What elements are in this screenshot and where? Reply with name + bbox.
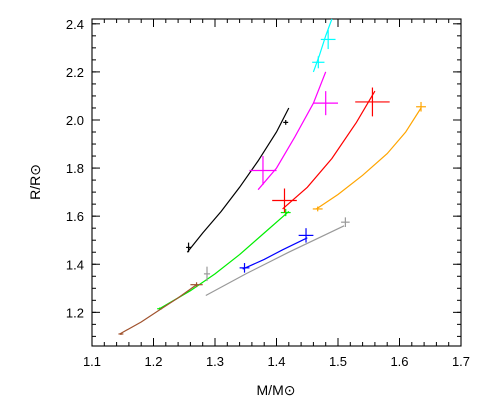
tick-labels: 1.1 1.2 1.3 1.4 1.5 1.6 1.7 1.2 1.4 1.6 1.8 2.0 2.2 2… xyxy=(66,17,470,369)
plot-frame xyxy=(91,18,462,347)
series-line-3 xyxy=(242,237,308,270)
x-tick-label: 1.5 xyxy=(329,354,347,369)
series-line-0 xyxy=(186,107,290,253)
series-line-7 xyxy=(316,107,422,210)
y-tick-label: 2.2 xyxy=(66,65,84,80)
series-line-8 xyxy=(312,18,333,73)
x-tick-label: 1.3 xyxy=(206,354,224,369)
y-tick-label: 1.4 xyxy=(66,257,84,272)
series-line-5 xyxy=(257,71,327,191)
x-axis-label: M/M⊙ xyxy=(257,382,296,398)
y-tick-label: 1.2 xyxy=(66,305,84,320)
y-tick-label: 1.8 xyxy=(66,161,84,176)
series-line-1 xyxy=(159,210,290,310)
x-tick-label: 1.6 xyxy=(390,354,408,369)
series-layer xyxy=(118,18,426,335)
x-tick-label: 1.7 xyxy=(452,354,470,369)
x-tick-label: 1.1 xyxy=(83,354,101,369)
y-tick-label: 2.0 xyxy=(66,113,84,128)
x-tick-label: 1.2 xyxy=(144,354,162,369)
x-tick-label: 1.4 xyxy=(267,354,285,369)
y-tick-label: 1.6 xyxy=(66,209,84,224)
y-axis-label: R/R⊙ xyxy=(27,164,43,200)
series-line-4 xyxy=(205,225,345,297)
series-line-2 xyxy=(119,284,197,335)
series-line-6 xyxy=(282,90,376,210)
y-tick-label: 2.4 xyxy=(66,17,84,32)
axis-ticks xyxy=(91,19,462,346)
